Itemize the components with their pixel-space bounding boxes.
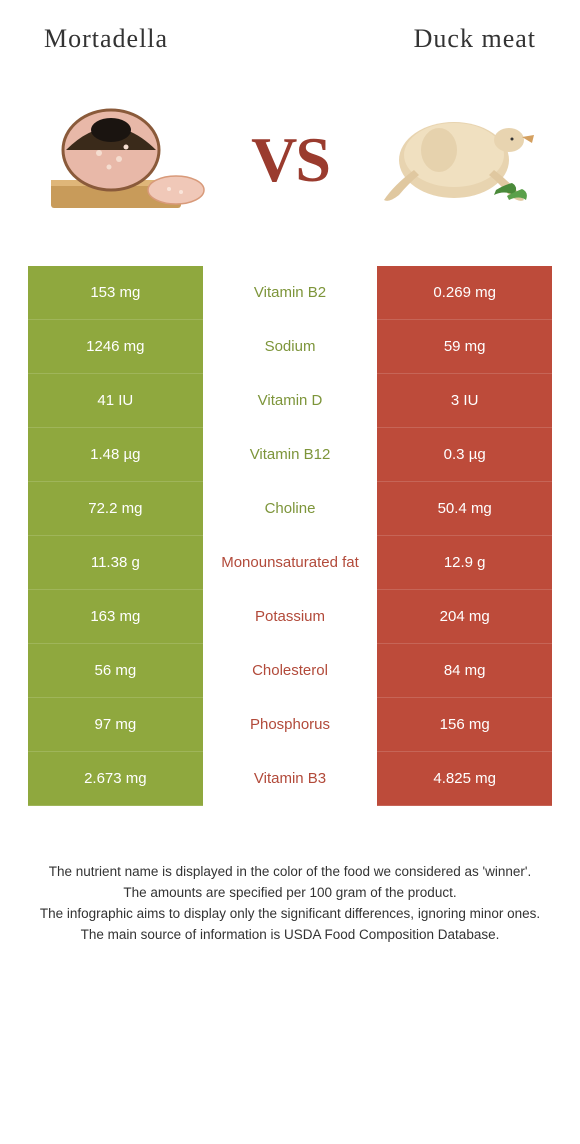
nutrient-name: Vitamin B12 xyxy=(203,428,378,482)
nutrient-row: 1.48 µgVitamin B120.3 µg xyxy=(28,428,552,482)
footnote-line: The main source of information is USDA F… xyxy=(36,925,544,946)
value-right: 4.825 mg xyxy=(377,752,552,806)
comparison-images: VS xyxy=(28,62,552,266)
value-left: 41 IU xyxy=(28,374,203,428)
title-right: Duck meat xyxy=(414,24,536,54)
value-right: 0.3 µg xyxy=(377,428,552,482)
value-right: 50.4 mg xyxy=(377,482,552,536)
value-right: 84 mg xyxy=(377,644,552,698)
nutrient-row: 41 IUVitamin D3 IU xyxy=(28,374,552,428)
value-right: 0.269 mg xyxy=(377,266,552,320)
footnote-line: The nutrient name is displayed in the co… xyxy=(36,862,544,883)
footnote-line: The infographic aims to display only the… xyxy=(36,904,544,925)
nutrient-name: Phosphorus xyxy=(203,698,378,752)
value-left: 2.673 mg xyxy=(28,752,203,806)
value-left: 56 mg xyxy=(28,644,203,698)
value-left: 72.2 mg xyxy=(28,482,203,536)
nutrient-name: Sodium xyxy=(203,320,378,374)
nutrient-row: 2.673 mgVitamin B34.825 mg xyxy=(28,752,552,806)
nutrient-name: Cholesterol xyxy=(203,644,378,698)
title-left: Mortadella xyxy=(44,24,168,54)
nutrient-name: Choline xyxy=(203,482,378,536)
nutrient-row: 97 mgPhosphorus156 mg xyxy=(28,698,552,752)
footnote-line: The amounts are specified per 100 gram o… xyxy=(36,883,544,904)
mortadella-image xyxy=(36,90,216,230)
nutrient-name: Potassium xyxy=(203,590,378,644)
header: Mortadella Duck meat xyxy=(28,24,552,62)
nutrient-name: Vitamin B2 xyxy=(203,266,378,320)
value-right: 3 IU xyxy=(377,374,552,428)
value-left: 163 mg xyxy=(28,590,203,644)
vs-label: VS xyxy=(251,123,329,197)
value-right: 156 mg xyxy=(377,698,552,752)
value-right: 12.9 g xyxy=(377,536,552,590)
nutrient-row: 1246 mgSodium59 mg xyxy=(28,320,552,374)
value-left: 153 mg xyxy=(28,266,203,320)
nutrient-name: Vitamin D xyxy=(203,374,378,428)
nutrient-row: 153 mgVitamin B20.269 mg xyxy=(28,266,552,320)
duck-image xyxy=(364,90,544,230)
value-left: 1.48 µg xyxy=(28,428,203,482)
nutrient-table: 153 mgVitamin B20.269 mg1246 mgSodium59 … xyxy=(28,266,552,806)
value-left: 11.38 g xyxy=(28,536,203,590)
value-left: 1246 mg xyxy=(28,320,203,374)
footnote: The nutrient name is displayed in the co… xyxy=(28,862,552,946)
nutrient-name: Vitamin B3 xyxy=(203,752,378,806)
nutrient-row: 56 mgCholesterol84 mg xyxy=(28,644,552,698)
nutrient-name: Monounsaturated fat xyxy=(203,536,378,590)
value-left: 97 mg xyxy=(28,698,203,752)
nutrient-row: 163 mgPotassium204 mg xyxy=(28,590,552,644)
nutrient-row: 72.2 mgCholine50.4 mg xyxy=(28,482,552,536)
nutrient-row: 11.38 gMonounsaturated fat12.9 g xyxy=(28,536,552,590)
value-right: 59 mg xyxy=(377,320,552,374)
value-right: 204 mg xyxy=(377,590,552,644)
